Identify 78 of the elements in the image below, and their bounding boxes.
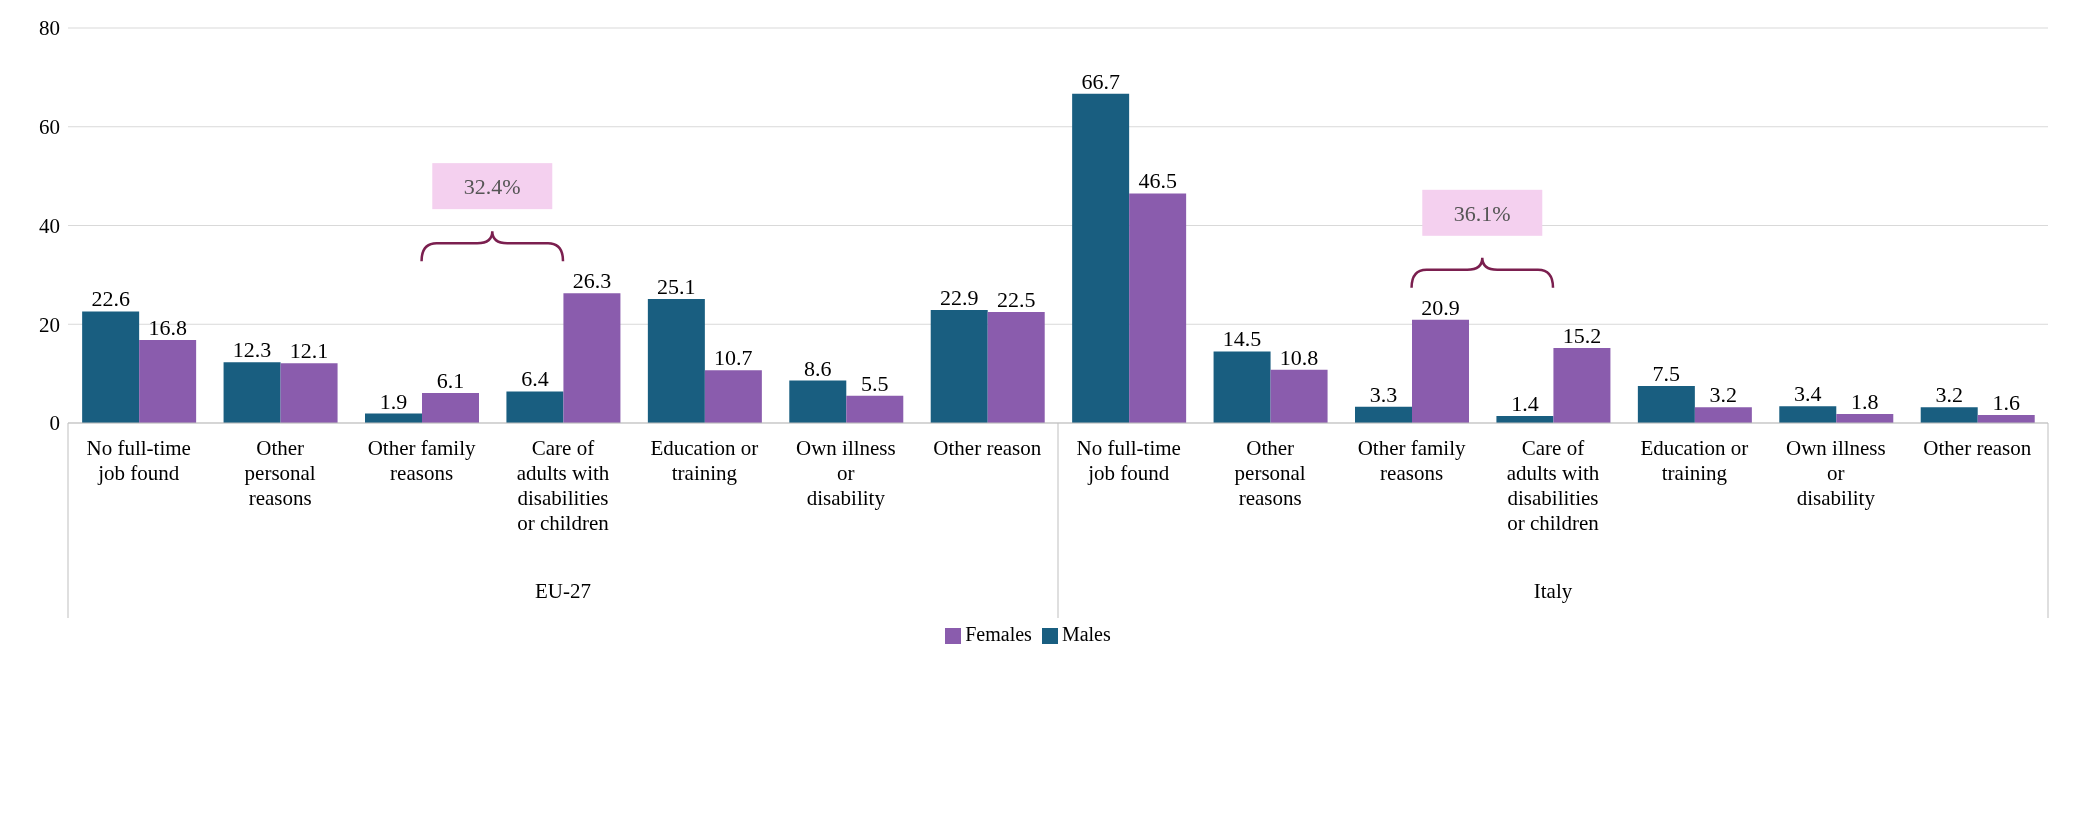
x-tick-label: Other reason (1923, 436, 2032, 460)
bar (1412, 319, 1469, 423)
x-tick-label: Care of adults with disabilities or children (516, 436, 610, 535)
data-label: 3.2 (1709, 382, 1738, 408)
bar (82, 311, 140, 423)
y-tick-label: 0 (49, 411, 60, 436)
bar (1355, 406, 1412, 423)
bar (1779, 406, 1837, 423)
bar (1694, 407, 1752, 423)
bar (139, 340, 197, 423)
x-tick-label: No full-time job found (86, 436, 191, 485)
x-tick-label: Own illness or disability (795, 436, 896, 510)
bar (846, 395, 904, 423)
bar (789, 380, 847, 423)
bar (647, 299, 705, 423)
data-label: 8.6 (804, 355, 832, 381)
data-label: 22.9 (939, 284, 979, 310)
x-tick-label: Other personal reasons (1234, 436, 1306, 510)
data-label: 16.8 (148, 315, 187, 341)
data-label: 20.9 (1421, 294, 1460, 320)
legend-label: Males (1061, 623, 1111, 645)
bar (987, 311, 1045, 423)
data-label: 26.3 (572, 268, 612, 294)
bar (280, 363, 338, 423)
data-label: 22.5 (996, 286, 1036, 312)
data-label: 25.1 (657, 274, 696, 300)
data-label: 15.2 (1562, 322, 1602, 348)
x-tick-label: Own illness or disability (1785, 436, 1886, 510)
bar (704, 370, 762, 423)
bar (506, 391, 564, 423)
data-label: 1.6 (1992, 390, 2020, 416)
data-label: 3.2 (1935, 382, 1963, 408)
data-label: 6.1 (436, 367, 465, 393)
data-label: 7.5 (1652, 360, 1681, 386)
bar (563, 293, 621, 423)
data-label: 12.1 (289, 338, 329, 364)
y-tick-label: 20 (39, 312, 60, 337)
x-tick-label: Other personal reasons (244, 436, 316, 510)
bar (1637, 385, 1695, 423)
data-label: 66.7 (1081, 68, 1120, 94)
data-label: 6.4 (521, 366, 549, 392)
annotation: 36.1% (1453, 200, 1511, 226)
x-tick-label: Education or training (650, 436, 759, 485)
x-tick-label: Care of adults with disabilities or children (1506, 436, 1600, 535)
x-tick-label: No full-time job found (1076, 436, 1181, 485)
x-tick-label: Other reason (933, 436, 1042, 460)
data-label: 5.5 (861, 370, 889, 396)
x-tick-label: Education or training (1640, 436, 1749, 485)
data-label: 3.4 (1794, 381, 1822, 407)
text: Italy (1533, 579, 1573, 603)
bar (1072, 93, 1130, 423)
data-label: 46.5 (1138, 168, 1177, 194)
data-label: 10.7 (714, 345, 753, 371)
legend-label: Females (965, 623, 1032, 645)
annotation: 32.4% (463, 174, 521, 200)
bar (1553, 347, 1611, 423)
bar (1270, 369, 1328, 423)
text: EU-27 (535, 579, 591, 603)
data-label: 1.4 (1511, 391, 1539, 417)
bar (1213, 351, 1271, 423)
bar (1836, 414, 1894, 423)
bar (1129, 193, 1187, 423)
data-label: 1.8 (1851, 389, 1879, 415)
data-label: 12.3 (232, 337, 272, 363)
data-label: 14.5 (1222, 326, 1262, 352)
data-label: 1.9 (379, 388, 408, 414)
data-label: 10.8 (1279, 344, 1319, 370)
data-label: 3.3 (1369, 381, 1398, 407)
x-tick-label: Other family reasons (1357, 436, 1467, 485)
y-tick-label: 60 (39, 115, 60, 140)
y-tick-label: 80 (39, 16, 60, 41)
bar (223, 362, 281, 423)
bar (930, 309, 988, 423)
x-tick-label: Other family reasons (367, 436, 477, 485)
data-label: 22.6 (91, 286, 130, 312)
bar (422, 392, 479, 423)
y-tick-label: 40 (39, 213, 60, 238)
bar (1920, 407, 1978, 423)
